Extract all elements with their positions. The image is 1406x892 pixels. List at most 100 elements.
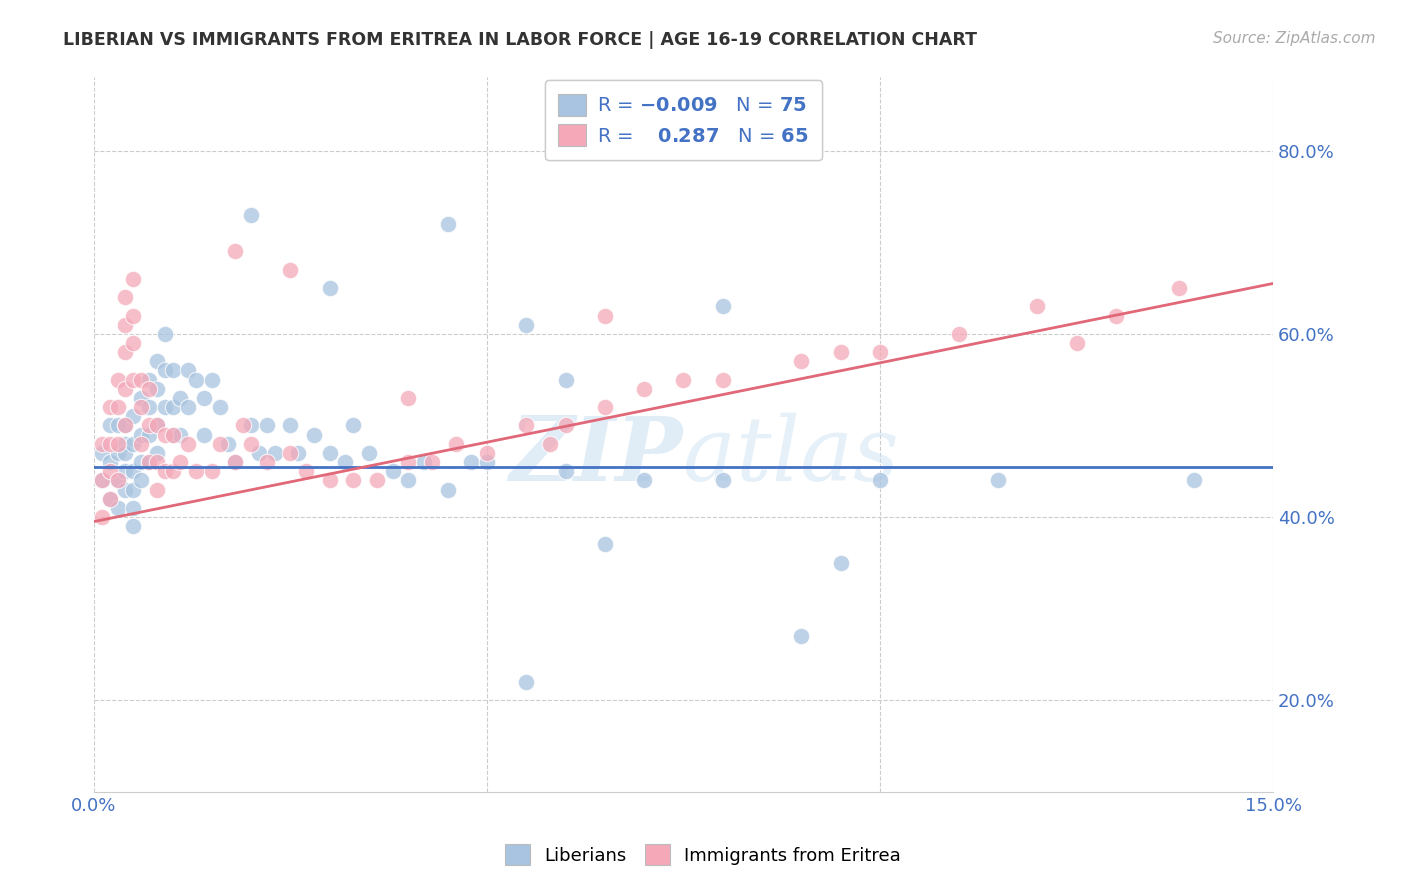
Point	[98, 464, 121, 478]
Point	[90, 446, 112, 460]
Point	[1026, 299, 1049, 313]
Point	[295, 464, 318, 478]
Point	[593, 537, 616, 551]
Point	[711, 373, 734, 387]
Point	[240, 436, 263, 450]
Point	[287, 446, 309, 460]
Point	[146, 382, 169, 396]
Point	[830, 556, 852, 570]
Point	[201, 373, 224, 387]
Point	[122, 483, 145, 497]
Point	[201, 464, 224, 478]
Point	[129, 391, 152, 405]
Point	[436, 217, 458, 231]
Point	[114, 290, 136, 304]
Point	[633, 382, 655, 396]
Point	[114, 483, 136, 497]
Point	[129, 455, 152, 469]
Point	[107, 418, 129, 433]
Point	[1105, 309, 1128, 323]
Point	[162, 464, 184, 478]
Point	[138, 400, 160, 414]
Point	[830, 345, 852, 359]
Point	[869, 474, 891, 488]
Point	[366, 474, 388, 488]
Point	[90, 436, 112, 450]
Point	[987, 474, 1010, 488]
Point	[114, 464, 136, 478]
Point	[107, 474, 129, 488]
Point	[98, 455, 121, 469]
Legend: Liberians, Immigrants from Eritrea: Liberians, Immigrants from Eritrea	[494, 833, 912, 876]
Point	[475, 455, 498, 469]
Point	[280, 418, 302, 433]
Point	[554, 418, 576, 433]
Point	[114, 436, 136, 450]
Point	[342, 474, 364, 488]
Point	[146, 446, 169, 460]
Point	[1184, 474, 1206, 488]
Point	[672, 373, 695, 387]
Point	[177, 400, 200, 414]
Point	[208, 400, 231, 414]
Point	[436, 483, 458, 497]
Point	[90, 474, 112, 488]
Point	[554, 464, 576, 478]
Point	[114, 318, 136, 332]
Point	[114, 446, 136, 460]
Point	[107, 446, 129, 460]
Point	[280, 446, 302, 460]
Legend: R = $\mathbf{-0.009}$   N = $\mathbf{75}$, R =    $\mathbf{0.287}$   N = $\mathb: R = $\mathbf{-0.009}$ N = $\mathbf{75}$,…	[544, 80, 823, 160]
Point	[515, 418, 537, 433]
Point	[107, 400, 129, 414]
Text: atlas: atlas	[683, 413, 900, 500]
Point	[711, 474, 734, 488]
Point	[263, 446, 285, 460]
Point	[444, 436, 467, 450]
Point	[420, 455, 443, 469]
Point	[98, 491, 121, 506]
Point	[335, 455, 357, 469]
Point	[129, 474, 152, 488]
Point	[790, 354, 813, 368]
Point	[413, 455, 436, 469]
Point	[122, 373, 145, 387]
Point	[515, 674, 537, 689]
Point	[593, 309, 616, 323]
Point	[153, 363, 176, 377]
Point	[122, 436, 145, 450]
Point	[280, 262, 302, 277]
Point	[129, 436, 152, 450]
Point	[711, 299, 734, 313]
Point	[122, 336, 145, 351]
Text: Source: ZipAtlas.com: Source: ZipAtlas.com	[1212, 31, 1375, 46]
Point	[146, 483, 169, 497]
Point	[90, 510, 112, 524]
Point	[790, 629, 813, 643]
Point	[302, 427, 325, 442]
Point	[98, 491, 121, 506]
Point	[169, 427, 191, 442]
Point	[122, 464, 145, 478]
Point	[138, 382, 160, 396]
Point	[232, 418, 254, 433]
Point	[90, 474, 112, 488]
Point	[162, 363, 184, 377]
Point	[146, 418, 169, 433]
Point	[129, 400, 152, 414]
Point	[240, 208, 263, 222]
Point	[122, 409, 145, 424]
Text: ZIP: ZIP	[510, 413, 683, 500]
Point	[122, 272, 145, 286]
Point	[193, 391, 215, 405]
Point	[162, 427, 184, 442]
Point	[184, 373, 207, 387]
Point	[146, 418, 169, 433]
Point	[122, 309, 145, 323]
Point	[169, 455, 191, 469]
Point	[98, 436, 121, 450]
Point	[319, 474, 342, 488]
Point	[247, 446, 270, 460]
Point	[98, 400, 121, 414]
Point	[153, 427, 176, 442]
